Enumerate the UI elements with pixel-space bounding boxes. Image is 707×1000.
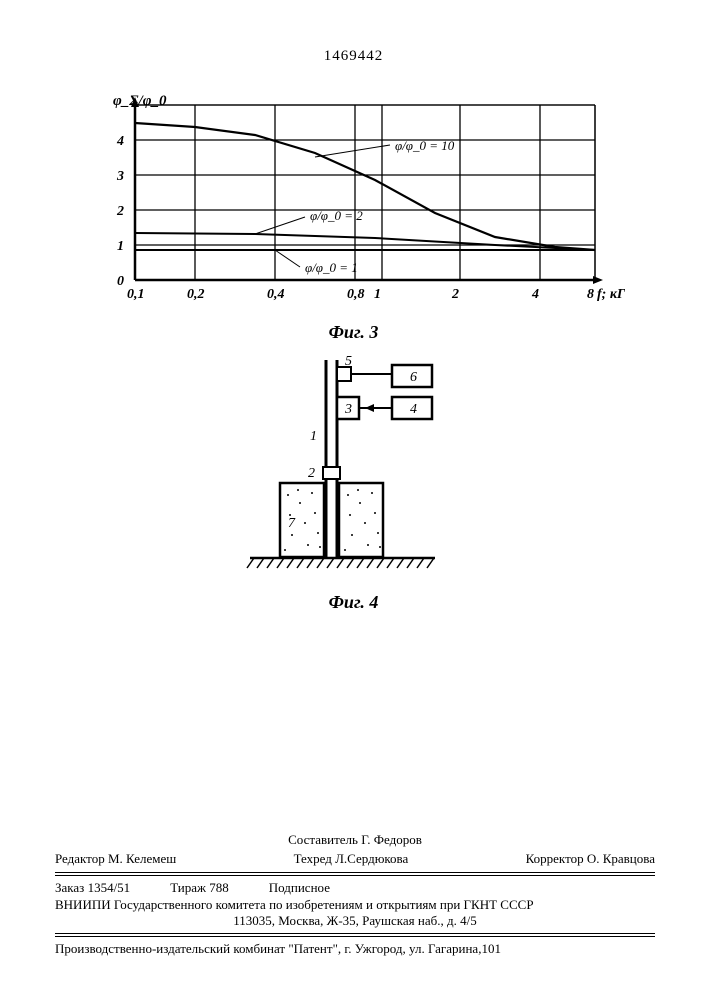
svg-text:2: 2 <box>451 287 459 302</box>
svg-text:1: 1 <box>117 239 124 254</box>
vniipi-line2: 113035, Москва, Ж-35, Раушская наб., д. … <box>55 913 655 929</box>
chart-svg: φ_Σ/φ_0 0 1 2 3 4 0,1 0,2 0,4 0,8 1 2 4 8f; кГц φ/φ_0 … <box>95 95 625 325</box>
svg-text:φ/φ_0 = 10: φ/φ_0 = 10 <box>395 138 455 153</box>
svg-text:4: 4 <box>116 134 124 149</box>
credits-block: Составитель Г. Федоров Редактор М. Келем… <box>55 832 655 958</box>
chart-fig3: φ_Σ/φ_0 0 1 2 3 4 0,1 0,2 0,4 0,8 1 2 4 8f; кГц φ/φ_0 … <box>95 95 625 325</box>
divider <box>55 875 655 876</box>
order-label: Заказ <box>55 880 84 895</box>
svg-text:0,2: 0,2 <box>187 287 205 302</box>
svg-text:φ_Σ/φ_0: φ_Σ/φ_0 <box>113 95 167 109</box>
svg-text:3: 3 <box>116 169 124 184</box>
corrector-name: О. Кравцова <box>587 851 655 866</box>
svg-text:7: 7 <box>288 516 296 531</box>
tirage-val: 788 <box>209 880 229 895</box>
svg-text:2: 2 <box>308 466 315 481</box>
svg-text:5: 5 <box>345 355 352 369</box>
vniipi: ВНИИПИ Государственного комитета по изоб… <box>55 897 655 930</box>
svg-text:8: 8 <box>587 287 594 302</box>
diagram-svg: 5 6 3 4 1 2 7 <box>230 355 490 587</box>
compiler-name: Г. Федоров <box>361 832 422 847</box>
svg-text:0,8: 0,8 <box>347 287 365 302</box>
production-line: Производственно-издательский комбинат "П… <box>55 941 655 958</box>
compiler-label: Составитель <box>288 832 358 847</box>
svg-text:f; кГц: f; кГц <box>597 287 625 302</box>
svg-text:0: 0 <box>117 274 124 289</box>
vniipi-line1: ВНИИПИ Государственного комитета по изоб… <box>55 897 655 913</box>
svg-text:φ/φ_0 = 1: φ/φ_0 = 1 <box>305 260 358 275</box>
order-line: Заказ 1354/51 Тираж 788 Подписное <box>55 880 655 897</box>
diagram-fig4: 5 6 3 4 1 2 7 <box>230 355 490 587</box>
divider <box>55 933 655 934</box>
fig4-caption: Фиг. 4 <box>0 592 707 613</box>
svg-text:φ/φ_0 = 2: φ/φ_0 = 2 <box>310 208 363 223</box>
svg-text:1: 1 <box>310 429 317 444</box>
svg-text:4: 4 <box>410 402 417 417</box>
order-no: 1354/51 <box>88 880 131 895</box>
editor-name: М. Келемеш <box>108 851 176 866</box>
svg-text:4: 4 <box>531 287 539 302</box>
fig3-caption: Фиг. 3 <box>0 322 707 343</box>
tirage-label: Тираж <box>170 880 206 895</box>
svg-text:6: 6 <box>410 370 417 385</box>
svg-text:2: 2 <box>116 204 124 219</box>
editor-label: Редактор <box>55 851 105 866</box>
document-number: 1469442 <box>0 48 707 65</box>
techred-name: Л.Сердюкова <box>335 851 408 866</box>
page: 1469442 φ_Σ/φ_0 0 1 2 3 4 0,1 0,2 0,4 0,8 1 2 4 8f; к… <box>0 0 707 1000</box>
techred-label: Техред <box>294 851 332 866</box>
svg-text:0,1: 0,1 <box>127 287 145 302</box>
svg-text:1: 1 <box>374 287 381 302</box>
divider <box>55 936 655 937</box>
divider <box>55 872 655 873</box>
svg-text:3: 3 <box>344 402 352 417</box>
corrector-label: Корректор <box>526 851 584 866</box>
subscription: Подписное <box>269 880 330 897</box>
svg-text:0,4: 0,4 <box>267 287 285 302</box>
